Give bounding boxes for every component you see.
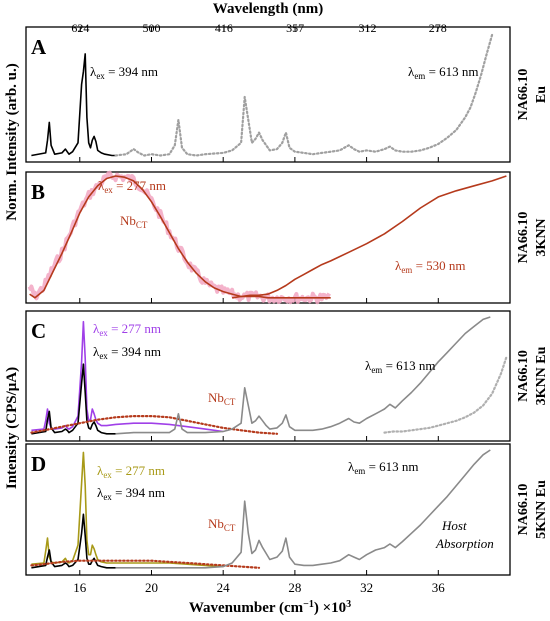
panel-frame-a: [25, 26, 511, 163]
annotation-label: λex = 394 nm: [97, 485, 165, 502]
panel-frame-b: [25, 171, 511, 304]
panel-letter: D: [31, 452, 46, 476]
annotation-label: λex = 277 nm: [98, 178, 166, 195]
series-d_nbct: [30, 559, 261, 569]
annotation-label: NbCT: [208, 516, 236, 533]
annotation-label: Host: [441, 518, 467, 533]
x-tick-label: 20: [145, 580, 158, 595]
panel-side-label: NA66.10: [516, 69, 531, 121]
panel-side-label: NA66.10: [516, 212, 531, 264]
series-eu_em_613: [114, 33, 494, 157]
top-axis-title: Wavelength (nm): [213, 1, 323, 17]
panel-letter: A: [31, 35, 47, 59]
x-tick-label: 32: [360, 580, 373, 595]
panel-letter: B: [31, 180, 45, 204]
panel-frames: [25, 26, 511, 576]
x-tick-label: 16: [73, 580, 87, 595]
annotation-label: NbCT: [120, 213, 148, 230]
series-nb_em: [29, 175, 331, 299]
panel-side-label: Eu: [534, 86, 549, 103]
series-d_em613: [115, 449, 491, 569]
panel-side-label: NA66.10: [516, 350, 531, 402]
series-d_ex394: [31, 513, 116, 569]
series-c_em613: [115, 316, 491, 435]
y-axis-title-upper: Norm. Intensity (arb. u.): [4, 63, 20, 221]
top-tick-label: 278: [429, 21, 447, 35]
annotation-label: λex = 394 nm: [90, 64, 158, 81]
top-tick-label: 500: [142, 21, 160, 35]
annotation-label: λem = 613 nm: [348, 459, 419, 476]
top-tick-label: 624: [71, 21, 89, 35]
series-layer: [27, 33, 508, 569]
top-tick-label: 312: [358, 21, 376, 35]
annotation-label: λem = 613 nm: [365, 358, 436, 375]
panel-frame-d: [25, 443, 511, 576]
series-nb_exc: [231, 175, 507, 299]
series-nb_em_noise: [27, 170, 331, 305]
series-c_nbct: [30, 415, 279, 435]
panel-side-label: 3KNN: [534, 218, 549, 256]
top-tick-label: 416: [215, 21, 233, 35]
x-tick-label: 24: [217, 580, 231, 595]
panel-letter: C: [31, 319, 46, 343]
annotation-label: λex = 394 nm: [93, 344, 161, 361]
x-tick-label: 28: [288, 580, 301, 595]
annotation-label: λex = 277 nm: [93, 321, 161, 338]
y-axis-title-lower: Intensity (CPS/μA): [4, 367, 20, 489]
panel-side-label: 5KNN Eu: [534, 480, 549, 539]
annotation-label: NbCT: [208, 390, 236, 407]
series-c_em613_dotted: [383, 356, 508, 434]
panel-frame-c: [25, 310, 511, 442]
panel-side-label: 3KNN Eu: [534, 346, 549, 405]
panel-side-label: NA66.10: [516, 484, 531, 536]
x-axis-title: Wavenumber (cm−1) ×103: [189, 599, 351, 617]
annotation-label: Absorption: [435, 536, 494, 551]
annotation-label: λex = 277 nm: [97, 463, 165, 480]
series-eu_exc: [31, 53, 116, 157]
x-tick-label: 36: [432, 580, 446, 595]
top-tick-label: 357: [286, 21, 304, 35]
annotation-label: λem = 613 nm: [408, 64, 479, 81]
axes-layer: Wavelength (nm) Wavenumber (cm−1) ×103 N…: [4, 1, 447, 616]
annotation-label: λem = 530 nm: [395, 258, 466, 275]
